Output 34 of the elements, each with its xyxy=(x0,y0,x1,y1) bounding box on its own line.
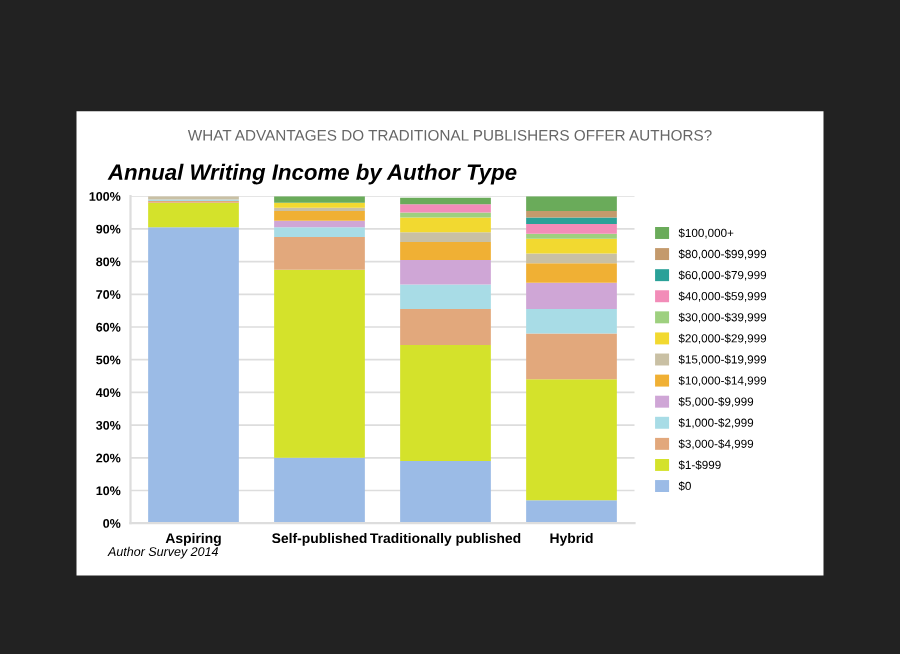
bar xyxy=(148,202,239,228)
bar xyxy=(274,202,365,208)
bar xyxy=(274,457,365,524)
bar xyxy=(526,282,617,310)
bar xyxy=(400,284,491,310)
bar xyxy=(400,217,491,233)
bar xyxy=(400,232,491,242)
bar xyxy=(400,259,491,285)
bar xyxy=(526,500,617,524)
bar xyxy=(526,223,617,234)
bar xyxy=(148,227,239,524)
bar xyxy=(274,269,365,458)
bar xyxy=(274,210,365,221)
bar xyxy=(526,263,617,283)
bar xyxy=(400,309,491,345)
bar xyxy=(400,344,491,462)
bar xyxy=(526,233,617,239)
bar xyxy=(526,238,617,254)
bar xyxy=(526,210,617,218)
bar xyxy=(274,237,365,270)
bar xyxy=(400,197,491,205)
bar xyxy=(526,253,617,264)
bar xyxy=(274,227,365,238)
bar xyxy=(526,196,617,211)
bar xyxy=(526,333,617,380)
bar xyxy=(400,461,491,524)
bar xyxy=(274,196,365,203)
bar xyxy=(526,379,617,501)
chart-subtitle: Annual Writing Income by Author Type xyxy=(107,163,517,185)
bar xyxy=(400,241,491,260)
bar xyxy=(400,204,491,213)
bar xyxy=(526,217,617,224)
bar xyxy=(274,220,365,228)
bar xyxy=(526,309,617,334)
